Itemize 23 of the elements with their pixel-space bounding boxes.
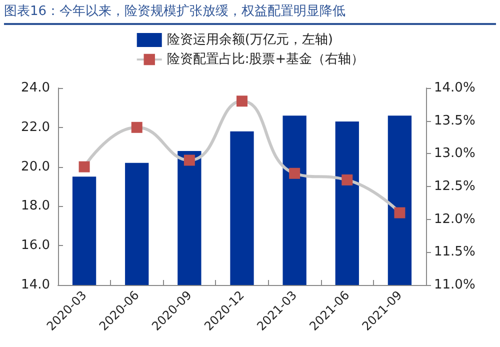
y-tick-label: 16.0 (21, 238, 50, 254)
point (184, 154, 195, 166)
y2-tick-label: 11.5% (434, 244, 476, 260)
y-tick-label: 20.0 (21, 159, 50, 174)
y-tick-label: 24.0 (21, 80, 50, 96)
point (394, 207, 406, 218)
y-tick-label: 18.0 (21, 198, 50, 214)
y2-tick-label: 12.5% (434, 179, 476, 194)
legend-label: 险资配置占比:股票+基金（右轴） (166, 52, 364, 67)
y2-tick-label: 13.5% (434, 113, 476, 128)
point (342, 174, 353, 186)
y-tick-label: 14.0 (21, 278, 50, 292)
chart-title: 图表16：今年以来，险资规模扩张放缓，权益配置明显降低 (4, 2, 496, 25)
point (289, 168, 300, 179)
point (131, 122, 142, 133)
y-tick-label: 22.0 (21, 120, 50, 135)
y2-tick-label: 13.0% (434, 146, 476, 162)
y2-tick-label: 14.0% (434, 80, 476, 96)
y2-tick-label: 11.0% (434, 278, 476, 292)
y2-tick-label: 12.0% (434, 212, 476, 227)
point (236, 96, 248, 107)
point (78, 161, 90, 172)
legend-label: 险资运用余额(万亿元，左轴) (166, 32, 334, 48)
